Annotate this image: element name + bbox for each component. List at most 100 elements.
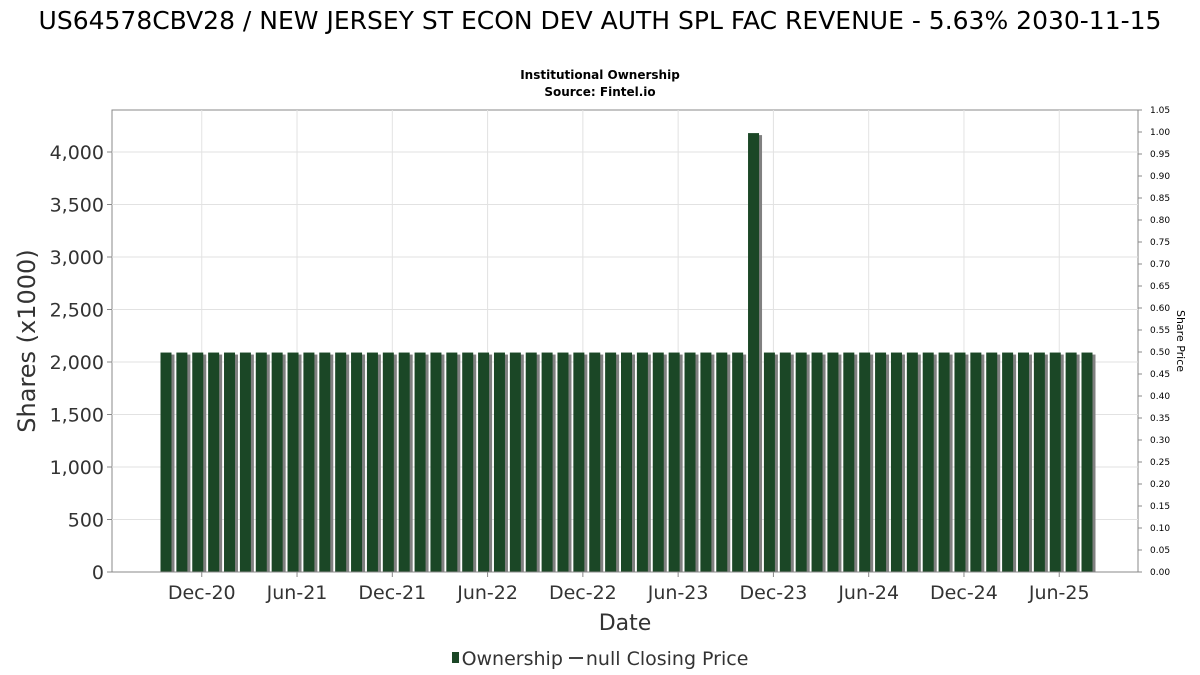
- ownership-bar: [271, 352, 283, 572]
- y2-tick-label: 0.55: [1150, 326, 1170, 336]
- ownership-bar: [160, 352, 172, 572]
- ownership-bar: [716, 352, 728, 572]
- ownership-bar: [827, 352, 839, 572]
- ownership-bar: [986, 352, 998, 572]
- chart-title: US64578CBV28 / NEW JERSEY ST ECON DEV AU…: [38, 6, 1162, 35]
- x-tick-label: Dec-22: [549, 582, 617, 604]
- x-axis-label: Date: [599, 611, 652, 636]
- x-tick-label: Jun-24: [837, 582, 899, 604]
- ownership-bar: [890, 352, 902, 572]
- y-tick-label: 3,000: [50, 247, 104, 269]
- legend: Ownership null Closing Price: [0, 647, 1200, 671]
- y-tick-label: 2,000: [50, 352, 104, 374]
- ownership-bar: [779, 352, 791, 572]
- ownership-bar: [922, 352, 934, 572]
- ownership-bar: [684, 352, 696, 572]
- y2-tick-label: 0.65: [1150, 282, 1170, 292]
- subtitle-source: Source: Fintel.io: [544, 85, 656, 99]
- ownership-bar: [176, 352, 188, 572]
- chart-subtitle: Institutional Ownership Source: Fintel.i…: [0, 67, 1200, 101]
- y2-tick-label: 0.00: [1150, 568, 1170, 578]
- y2-tick-label: 0.35: [1150, 414, 1170, 424]
- y2-tick-label: 0.45: [1150, 370, 1170, 380]
- y2-tick-label: 0.70: [1150, 260, 1170, 270]
- y2-tick-label: 0.75: [1150, 238, 1170, 248]
- y2-tick-label: 0.50: [1150, 348, 1170, 358]
- y2-axis-label: Share Price: [1174, 310, 1187, 372]
- y2-tick-label: 0.30: [1150, 436, 1170, 446]
- ownership-bar: [478, 352, 490, 572]
- ownership-bar: [303, 352, 315, 572]
- y2-tick-label: 0.60: [1150, 304, 1170, 314]
- ownership-bar: [1002, 352, 1014, 572]
- y-tick-label: 500: [68, 510, 104, 532]
- x-tick-label: Jun-25: [1028, 582, 1090, 604]
- y-axis-label: Shares (x1000): [13, 249, 41, 432]
- ownership-bar: [1081, 352, 1093, 572]
- ownership-bar: [589, 352, 601, 572]
- ownership-bar: [319, 352, 331, 572]
- ownership-bar: [287, 352, 299, 572]
- ownership-bar: [811, 352, 823, 572]
- ownership-bar: [573, 352, 585, 572]
- ownership-bar: [1033, 352, 1045, 572]
- ownership-bar: [763, 352, 775, 572]
- x-axis: Dec-20 Jun-21 Dec-21 Jun-22 Dec-22 Jun-23 Dec-…: [112, 571, 1138, 604]
- x-tick-label: Dec-24: [930, 582, 998, 604]
- x-tick-label: Dec-23: [740, 582, 808, 604]
- ownership-bar: [875, 352, 887, 572]
- y-tick-label: 2,500: [50, 300, 104, 322]
- ownership-bar: [493, 352, 505, 572]
- ownership-bar: [636, 352, 648, 572]
- ownership-bar: [414, 352, 426, 572]
- y2-tick-label: 0.95: [1150, 150, 1170, 160]
- y2-tick-label: 0.05: [1150, 546, 1170, 556]
- ownership-bar: [621, 352, 632, 572]
- x-tick-label: Jun-22: [456, 582, 518, 604]
- ownership-bar: [351, 352, 363, 572]
- ownership-bar: [954, 352, 966, 572]
- y2-tick-label: 0.15: [1150, 502, 1170, 512]
- y2-tick-label: 0.20: [1150, 480, 1170, 490]
- ownership-bar: [541, 352, 553, 572]
- ownership-bar: [192, 352, 204, 572]
- ownership-bar: [843, 352, 855, 572]
- bars: [160, 133, 1096, 572]
- ownership-bar: [398, 352, 410, 572]
- y-axis: 0 500 1,000 1,500 2,000 2,500 3,000 3,500 4,000: [50, 142, 112, 584]
- y2-tick-label: 1.05: [1150, 106, 1170, 116]
- ownership-bar: [382, 352, 394, 572]
- ownership-bar: [1017, 352, 1029, 572]
- ownership-bar: [462, 352, 474, 572]
- legend-ownership-label: Ownership: [461, 648, 563, 670]
- ownership-bar: [732, 352, 744, 572]
- y2-tick-label: 0.90: [1150, 172, 1170, 182]
- y2-tick-label: 1.00: [1150, 128, 1170, 138]
- ownership-bar: [748, 133, 760, 572]
- y2-tick-label: 0.80: [1150, 216, 1170, 226]
- ownership-bar: [652, 352, 664, 572]
- y-tick-label: 4,000: [50, 142, 104, 164]
- price-line-icon: [568, 656, 583, 659]
- y2-axis: 0.00 0.05 0.10 0.15 0.20 0.25 0.30 0.35 0.40 0.45…: [1138, 106, 1170, 578]
- x-tick-label: Jun-23: [647, 582, 709, 604]
- ownership-bar: [859, 352, 871, 572]
- ownership-bar: [525, 352, 537, 572]
- x-tick-label: Dec-20: [168, 582, 236, 604]
- y2-tick-label: 0.25: [1150, 458, 1170, 468]
- ownership-bar: [557, 352, 569, 572]
- ownership-swatch-icon: [451, 652, 459, 663]
- subtitle-ownership: Institutional Ownership: [520, 68, 680, 82]
- ownership-bar: [224, 352, 236, 572]
- ownership-bar: [938, 352, 950, 572]
- ownership-bar: [239, 352, 251, 572]
- ownership-bar: [1065, 352, 1077, 572]
- ownership-bar: [335, 352, 347, 572]
- ownership-bar: [970, 352, 982, 572]
- legend-price-label: null Closing Price: [585, 648, 749, 670]
- ownership-bar: [906, 352, 918, 572]
- ownership-bar: [605, 352, 617, 572]
- ownership-bar: [700, 352, 712, 572]
- y-tick-label: 1,500: [50, 405, 104, 427]
- ownership-bar: [366, 352, 378, 572]
